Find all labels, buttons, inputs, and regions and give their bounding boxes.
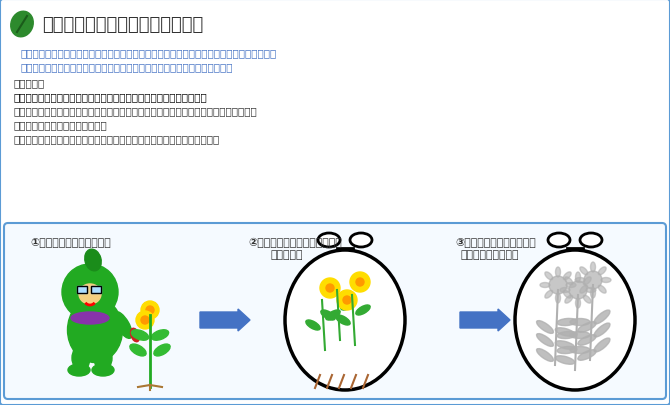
Ellipse shape [94,345,112,371]
Bar [77,286,87,293]
Bar [91,286,101,293]
Ellipse shape [154,344,170,356]
Ellipse shape [560,288,570,293]
Ellipse shape [130,344,146,356]
Ellipse shape [85,249,101,271]
Ellipse shape [71,312,109,324]
Ellipse shape [321,310,335,320]
Ellipse shape [584,296,591,303]
Ellipse shape [578,335,596,345]
Circle shape [326,284,334,292]
Ellipse shape [11,12,34,38]
Text: 処分するようにしてください。: 処分するようにしてください。 [13,120,107,130]
Ellipse shape [557,332,577,339]
Circle shape [136,311,154,329]
Text: ・特定外来生物を生きたまま運搬することは禁止されているため、その場で枯死させて: ・特定外来生物を生きたまま運搬することは禁止されているため、その場で枯死させて [13,106,257,116]
FancyBboxPatch shape [4,224,666,399]
Ellipse shape [537,349,553,362]
Ellipse shape [590,262,596,272]
Ellipse shape [285,250,405,390]
Text: ・防除を行うには、土地の管理者等のご協力のもと行ってください。: ・防除を行うには、土地の管理者等のご協力のもと行ってください。 [13,92,207,102]
Ellipse shape [548,233,570,247]
Ellipse shape [601,278,611,283]
FancyArrow shape [200,309,250,331]
Ellipse shape [566,283,576,288]
Circle shape [569,281,587,299]
Ellipse shape [578,322,596,333]
Text: オオキンケイギク防除のポイント: オオキンケイギク防除のポイント [42,16,203,34]
Ellipse shape [537,321,553,334]
Bar [77,286,87,293]
FancyArrow shape [460,309,510,331]
Ellipse shape [563,272,571,280]
Ellipse shape [114,312,132,339]
Bar [91,286,101,293]
Ellipse shape [555,293,561,303]
Text: ご自宅の敷地などに咲いている場合は、出来るだけ根から掘り起こし、その場で袋に入れ、: ご自宅の敷地などに咲いている場合は、出来るだけ根から掘り起こし、その場で袋に入れ… [20,48,276,58]
Ellipse shape [540,283,550,288]
Circle shape [350,272,370,292]
Ellipse shape [594,323,610,337]
Ellipse shape [515,250,635,390]
Ellipse shape [557,319,577,326]
Ellipse shape [131,330,149,340]
Ellipse shape [326,310,340,320]
Ellipse shape [131,328,139,342]
Ellipse shape [350,233,372,247]
Ellipse shape [545,290,553,298]
Ellipse shape [72,345,90,371]
Text: 枯らします: 枯らします [270,249,302,259]
Text: ①　根ごと掘り起こします: ① 根ごと掘り起こします [30,237,111,247]
Ellipse shape [576,272,580,282]
Text: ②　そのまま袋で密封した後、: ② そのまま袋で密封した後、 [248,237,342,247]
Ellipse shape [570,319,590,326]
Ellipse shape [563,290,571,298]
Circle shape [62,264,118,320]
Text: として処分します。: として処分します。 [460,249,519,259]
Circle shape [549,276,567,294]
Circle shape [141,301,159,319]
Ellipse shape [356,305,370,315]
Ellipse shape [598,286,606,293]
Ellipse shape [555,328,575,337]
Ellipse shape [306,320,320,330]
Ellipse shape [565,296,573,303]
Ellipse shape [537,334,553,347]
Circle shape [584,271,602,289]
Circle shape [141,316,149,324]
Ellipse shape [557,347,577,354]
Ellipse shape [594,310,610,324]
Text: ③　枯れたら燃やせるごみ: ③ 枯れたら燃やせるごみ [455,237,536,247]
Ellipse shape [570,332,590,339]
Circle shape [146,306,154,314]
Ellipse shape [584,277,591,285]
Ellipse shape [555,267,561,277]
Ellipse shape [598,267,606,275]
Ellipse shape [555,341,575,350]
Ellipse shape [336,315,350,325]
Ellipse shape [594,338,610,352]
Ellipse shape [79,284,101,304]
Ellipse shape [92,364,114,376]
Text: また、処分の際に周囲へ種を撒き散らさないように注意してください。: また、処分の際に周囲へ種を撒き散らさないように注意してください。 [13,134,219,144]
Ellipse shape [575,278,585,283]
Ellipse shape [68,364,90,376]
Ellipse shape [580,267,588,275]
Circle shape [343,296,351,304]
Ellipse shape [68,298,123,362]
Circle shape [356,278,364,286]
Circle shape [337,290,357,310]
Ellipse shape [555,356,575,364]
Circle shape [320,278,340,298]
Ellipse shape [580,233,602,247]
Ellipse shape [578,350,596,360]
Ellipse shape [565,277,573,285]
Ellipse shape [576,298,580,308]
Ellipse shape [590,288,596,298]
Ellipse shape [586,288,596,293]
Text: 〈注意点〉: 〈注意点〉 [13,78,44,88]
Ellipse shape [545,272,553,280]
Ellipse shape [570,347,590,354]
Ellipse shape [318,233,340,247]
